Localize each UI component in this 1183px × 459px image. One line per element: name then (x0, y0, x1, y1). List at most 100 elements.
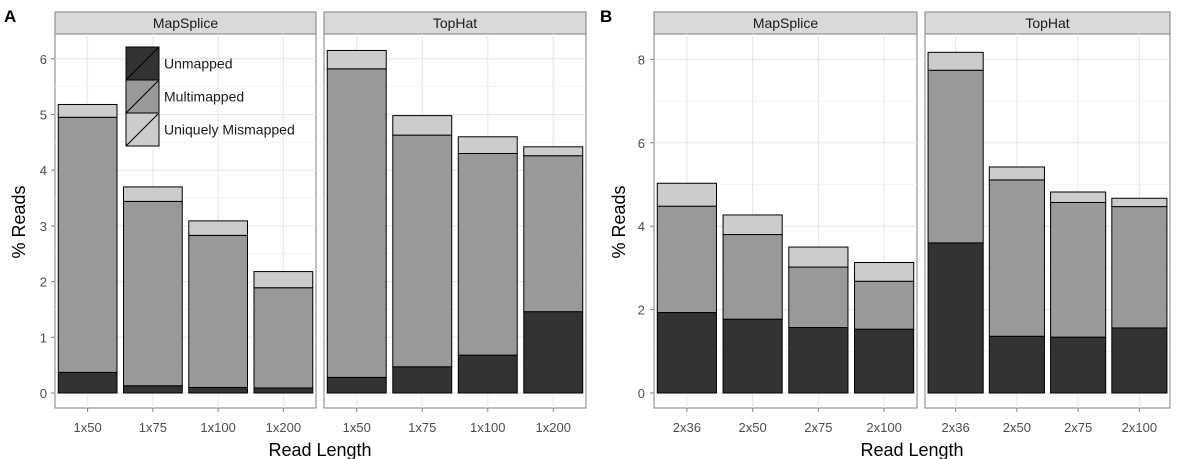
bar-uniquely-mismapped (1111, 197, 1168, 208)
y-tick-label: 2 (638, 303, 645, 318)
bar-uniquely-mismapped (927, 51, 984, 71)
bar-unmapped (123, 385, 183, 394)
bar-multimapped (722, 234, 783, 320)
bar-multimapped (57, 116, 118, 373)
legend-label: Multimapped (164, 89, 244, 105)
bar-uniquely-mismapped (253, 271, 314, 289)
y-tick-label: 5 (40, 108, 47, 123)
bar-multimapped (656, 205, 717, 314)
x-tick-label: 2x36 (673, 420, 701, 435)
x-tick-label: 1x200 (536, 420, 571, 435)
y-tick-label: 6 (638, 136, 645, 151)
bar-unmapped (927, 242, 984, 394)
legend-key-slash (125, 79, 160, 114)
bar-multimapped (523, 155, 584, 313)
x-tick-label: 1x100 (200, 420, 235, 435)
y-tick-label: 0 (638, 386, 645, 401)
bar-unmapped (656, 312, 717, 394)
bar-multimapped (326, 68, 387, 378)
bar-unmapped (57, 371, 118, 394)
bar-multimapped (123, 200, 183, 387)
y-tick-label: 2 (40, 275, 47, 290)
facet-strip-label: TopHat (1025, 15, 1069, 31)
chart-panel-B: B MapSplice 2x36 2x50 2x75 2x100 TopHat 2x36 2x5… (600, 7, 1171, 459)
panel-letter: A (4, 7, 16, 26)
x-tick-label: 1x75 (139, 420, 167, 435)
panel-letter: B (600, 7, 612, 26)
y-axis-title: % Reads (9, 185, 29, 258)
bar-uniquely-mismapped (656, 182, 717, 207)
bar-unmapped (457, 354, 518, 394)
x-tick-label: 1x100 (470, 420, 505, 435)
bar-uniquely-mismapped (326, 49, 387, 70)
bar-unmapped (788, 327, 849, 394)
bar-multimapped (927, 69, 984, 244)
chart-panel-A: A MapSplice 1x50 1x75 1x100 1x200 TopHat 1x50 1x… (4, 7, 587, 459)
bar-uniquely-mismapped (457, 136, 518, 154)
bar-uniquely-mismapped (188, 220, 248, 236)
bar-multimapped (988, 179, 1045, 337)
x-tick-label: 2x75 (804, 420, 832, 435)
y-tick-label: 3 (40, 219, 47, 234)
y-tick-label: 4 (638, 219, 645, 234)
bar-uniquely-mismapped (854, 261, 915, 282)
y-tick-label: 0 (40, 386, 47, 401)
bar-unmapped (722, 318, 783, 394)
bar-multimapped (788, 266, 849, 329)
y-axis-title: % Reads (609, 185, 629, 258)
legend-label: Uniquely Mismapped (164, 122, 295, 138)
facet-strip-label: MapSplice (753, 15, 819, 31)
bar-multimapped (1050, 201, 1107, 338)
bar-uniquely-mismapped (988, 166, 1045, 181)
bar-uniquely-mismapped (57, 103, 118, 118)
y-tick-label: 4 (40, 163, 47, 178)
bar-unmapped (1111, 327, 1168, 394)
bar-multimapped (253, 287, 314, 389)
bar-uniquely-mismapped (788, 246, 849, 268)
x-tick-label: 1x75 (408, 420, 436, 435)
bar-unmapped (988, 335, 1045, 394)
x-tick-label: 2x50 (1003, 420, 1031, 435)
x-tick-label: 1x50 (343, 420, 371, 435)
x-tick-label: 2x75 (1064, 420, 1092, 435)
bar-multimapped (392, 134, 453, 368)
bar-multimapped (854, 280, 915, 330)
bar-uniquely-mismapped (722, 214, 783, 236)
x-tick-label: 1x50 (74, 420, 102, 435)
x-axis-title: Read Length (860, 440, 963, 459)
x-tick-label: 1x200 (266, 420, 301, 435)
legend-label: Unmapped (164, 56, 233, 72)
y-tick-label: 1 (40, 330, 47, 345)
x-tick-label: 2x36 (942, 420, 970, 435)
bar-unmapped (1050, 336, 1107, 394)
facet-tophat: TopHat 2x36 2x50 2x75 2x100 (924, 11, 1171, 435)
facet-strip-label: TopHat (433, 15, 477, 31)
facet-mapsplice: MapSplice 1x50 1x75 1x100 1x200 (54, 11, 317, 435)
x-tick-label: 2x50 (739, 420, 767, 435)
bar-unmapped (392, 366, 453, 394)
bar-unmapped (188, 386, 248, 394)
bar-unmapped (326, 376, 387, 394)
bar-multimapped (457, 152, 518, 356)
bar-multimapped (188, 234, 248, 388)
bar-uniquely-mismapped (123, 186, 183, 202)
y-tick-label: 6 (40, 52, 47, 67)
facet-tophat: TopHat 1x50 1x75 1x100 1x200 (323, 11, 587, 435)
x-tick-label: 2x100 (1122, 420, 1157, 435)
facet-strip-label: MapSplice (153, 15, 219, 31)
y-tick-label: 8 (638, 52, 645, 67)
legend: Unmapped Multimapped Uniquely Mismapped (125, 46, 295, 147)
legend-key-slash (125, 112, 160, 147)
bar-unmapped (854, 328, 915, 394)
bar-uniquely-mismapped (1050, 191, 1107, 203)
bar-multimapped (1111, 206, 1168, 329)
legend-key-slash (125, 46, 160, 81)
bar-uniquely-mismapped (523, 146, 584, 157)
facet-mapsplice: MapSplice 2x36 2x50 2x75 2x100 (653, 11, 918, 435)
bar-uniquely-mismapped (392, 115, 453, 136)
bar-unmapped (523, 311, 584, 394)
bar-unmapped (253, 387, 314, 394)
x-axis-title: Read Length (268, 440, 371, 459)
x-tick-label: 2x100 (866, 420, 901, 435)
